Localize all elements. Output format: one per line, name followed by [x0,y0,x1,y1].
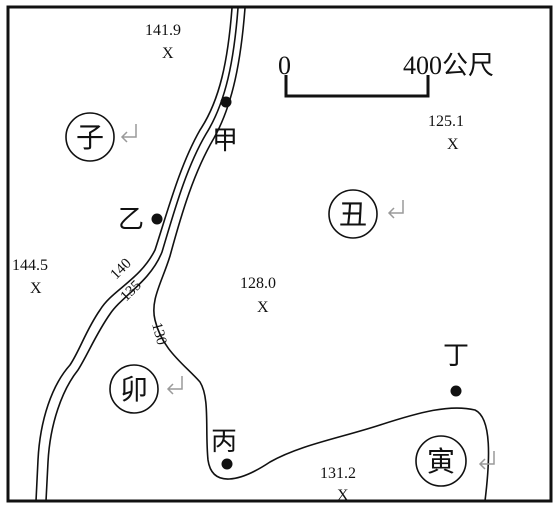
return-arrow-icon [387,200,404,219]
contour-135 [45,7,239,502]
spot-height-mark: X [162,45,174,62]
scale-end-label: 400公尺 [403,51,494,80]
contour-label-130: 130 [148,321,169,347]
point-bing-label: 丙 [211,427,237,457]
spot-height-value: 125.1 [428,113,464,130]
map-border [6,5,553,503]
circled-label-mao: 卯 [120,373,148,406]
spot-height-mark: X [447,136,459,153]
spot-height-value: 128.0 [240,275,276,292]
spot-height-value: 131.2 [320,465,356,482]
spot-height-mark: X [257,299,269,316]
spot-height-value: 141.9 [145,22,181,39]
circled-label-zi: 子 [76,121,104,154]
return-arrow-icon [166,376,183,395]
return-arrow-icon [478,451,495,470]
circled-label-chou-ring [328,189,378,239]
point-yi-marker [151,213,163,225]
circled-label-mao-ring [109,364,159,414]
point-bing-marker [221,458,233,470]
circled-label-chou: 丑 [339,198,367,231]
point-ding-marker [450,385,462,397]
point-yi-label: 乙 [118,205,144,235]
scale-bar [284,75,430,98]
point-jia-marker [220,96,232,108]
circled-label-yin: 寅 [427,445,455,478]
circled-label-yin-ring [415,435,467,487]
return-arrow-icon [120,124,137,143]
scale-start-label: 0 [278,51,291,80]
circled-label-zi-ring [65,112,115,162]
contour-label-140: 140 [108,256,135,283]
contour-140 [35,7,233,502]
point-jia-label: 甲 [212,126,238,156]
spot-height-value: 144.5 [12,257,48,274]
contour-130 [153,7,490,502]
spot-height-mark: X [30,280,42,297]
spot-height-mark: X [337,487,349,504]
point-ding-label: 丁 [443,341,469,371]
